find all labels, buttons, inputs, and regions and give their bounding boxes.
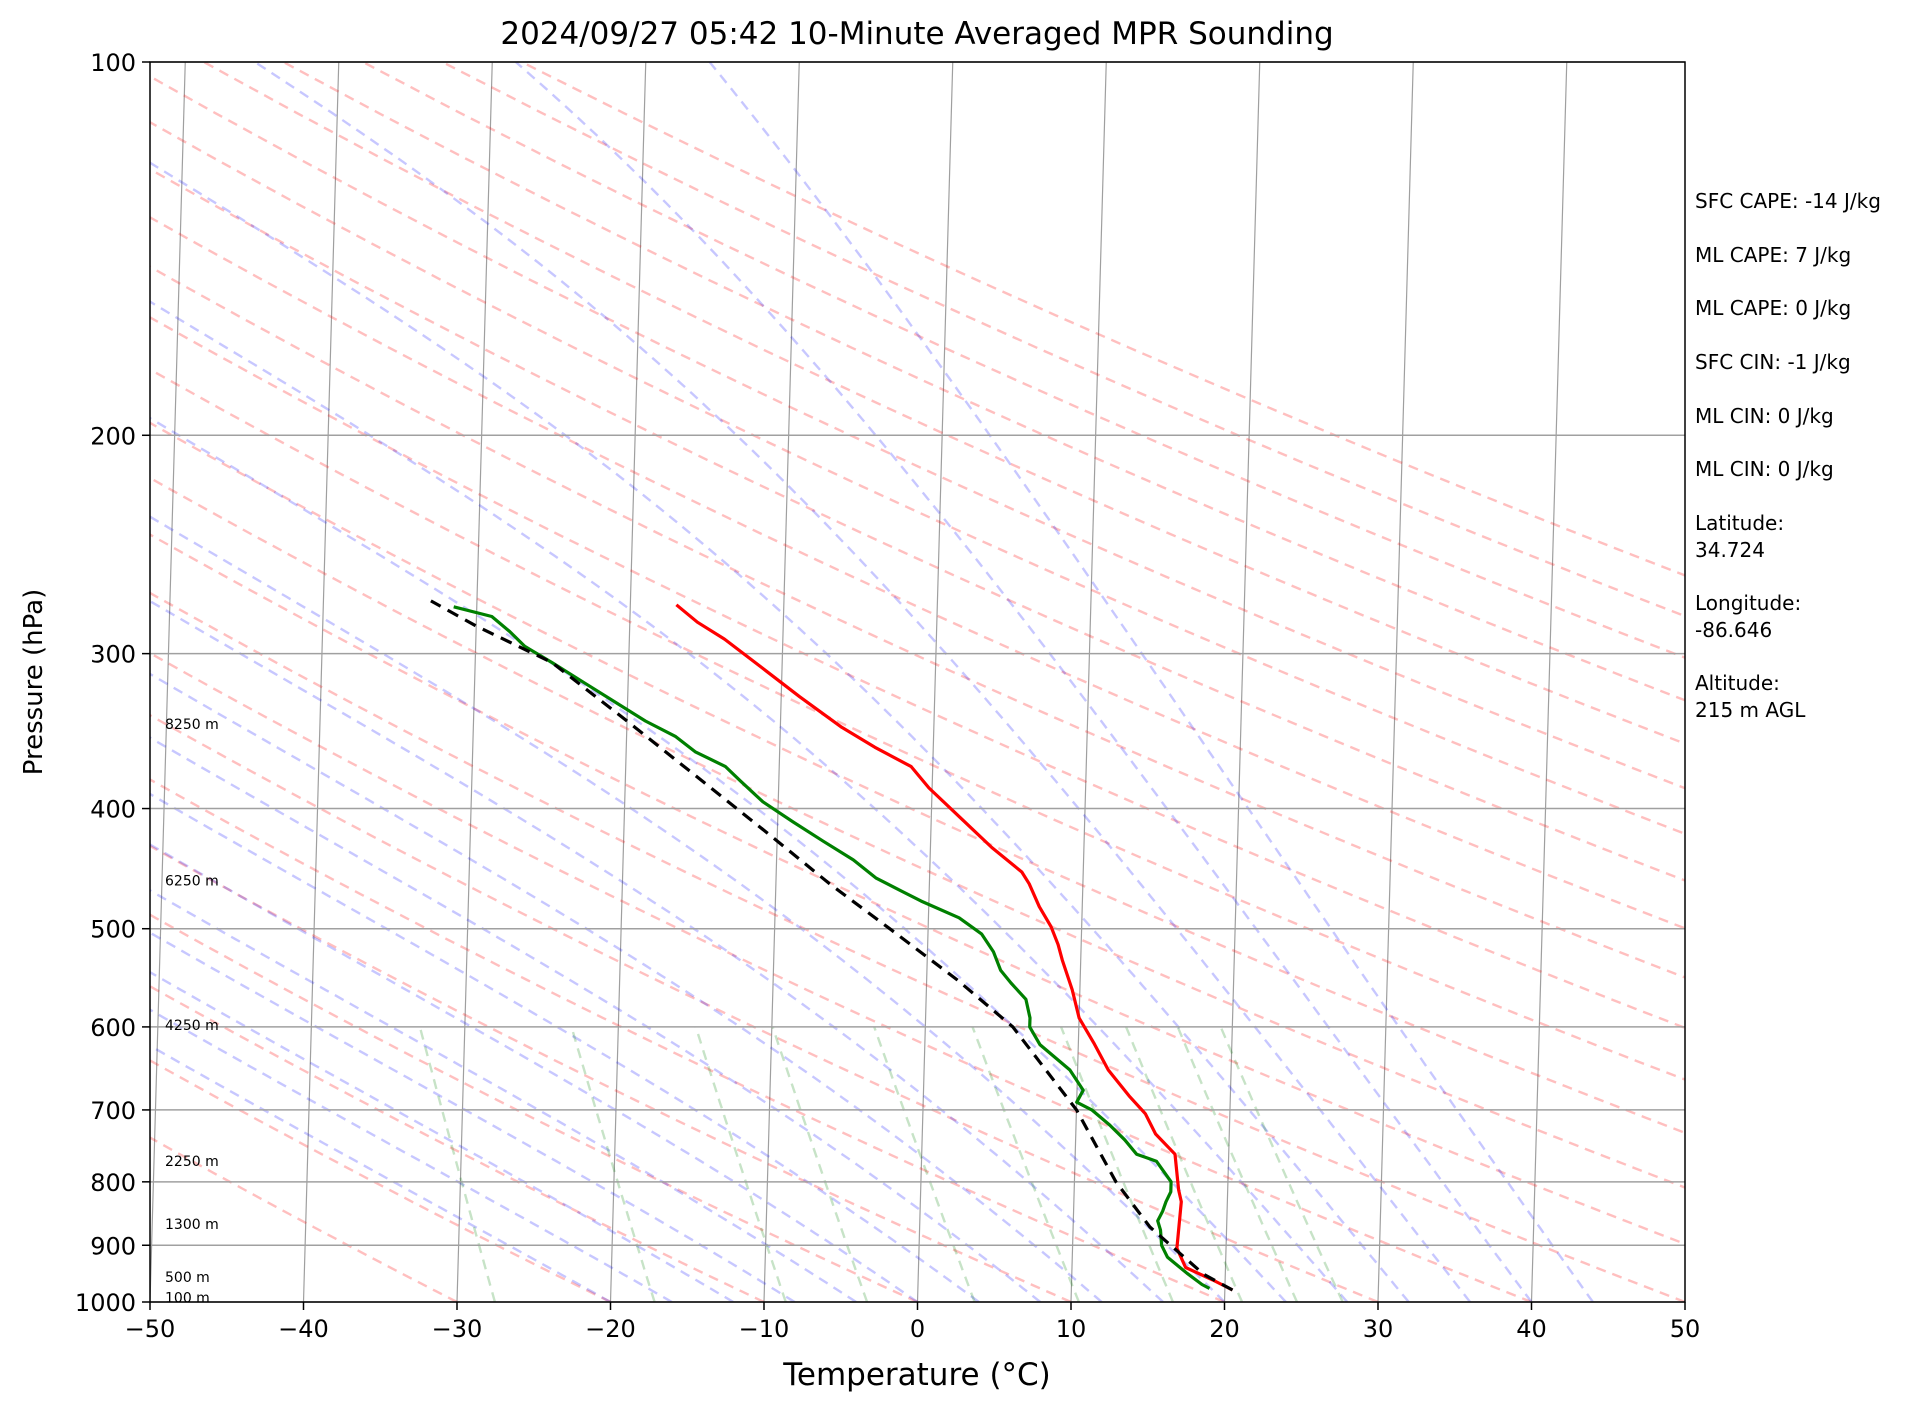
background-lines bbox=[150, 62, 1685, 1302]
x-tick-label: 0 bbox=[910, 1315, 925, 1343]
isotherm-line bbox=[916, 62, 954, 1302]
moist-adiabat-line bbox=[708, 62, 1594, 1302]
dry-adiabat-line bbox=[150, 533, 1685, 1246]
dry-adiabat-line bbox=[441, 62, 1685, 618]
height-label: 6250 m bbox=[165, 873, 219, 889]
y-axis: 1000 900 800 700 600 500 400 300 200 100 bbox=[75, 49, 150, 1317]
ml-cape-text-2: ML CAPE: 0 J/kg bbox=[1695, 296, 1852, 320]
ml-cin-text-2: ML CIN: 0 J/kg bbox=[1695, 457, 1834, 481]
isotherm-line bbox=[1070, 62, 1107, 1302]
isotherm-line bbox=[150, 62, 186, 1302]
x-axis: −50 −40 −30 −20 −10 0 10 20 30 40 50 bbox=[125, 1302, 1701, 1343]
dry-adiabat-line bbox=[150, 913, 918, 1302]
moist-adiabat-line bbox=[254, 62, 1472, 1302]
chart-title: 2024/09/27 05:42 10-Minute Averaged MPR … bbox=[500, 16, 1333, 52]
moist-adiabat-line bbox=[150, 1008, 673, 1302]
isotherm-line bbox=[1530, 62, 1568, 1302]
x-axis-label: Temperature (°C) bbox=[782, 1357, 1051, 1393]
x-tick-label: −30 bbox=[432, 1315, 483, 1343]
height-label: 1300 m bbox=[165, 1217, 219, 1233]
y-tick-label: 1000 bbox=[75, 1289, 136, 1317]
y-tick-label: 900 bbox=[90, 1232, 136, 1260]
dry-adiabat-line bbox=[150, 844, 1072, 1302]
y-tick-label: 400 bbox=[90, 796, 136, 824]
height-label: 8250 m bbox=[165, 717, 219, 733]
altitude-label: Altitude: bbox=[1695, 671, 1780, 695]
isotherm-line bbox=[1223, 62, 1261, 1302]
moist-adiabat-line bbox=[150, 672, 1103, 1302]
moist-adiabat-line bbox=[150, 515, 1226, 1302]
moist-adiabat-line bbox=[515, 62, 1533, 1302]
dry-adiabat-line bbox=[150, 476, 1685, 1189]
height-label: 100 m bbox=[165, 1291, 210, 1307]
height-labels: 100 m 500 m 1300 m 2250 m 4250 m 6250 m 8250 m bbox=[165, 717, 219, 1306]
mixing-ratio-line bbox=[1219, 1026, 1344, 1302]
moist-adiabat-line bbox=[150, 416, 1287, 1302]
mixing-ratio-line bbox=[1176, 1026, 1299, 1302]
x-tick-label: −50 bbox=[125, 1315, 176, 1343]
moist-adiabat-line bbox=[150, 736, 1042, 1302]
moist-adiabat-line bbox=[150, 888, 857, 1302]
dry-adiabat-line bbox=[521, 62, 1685, 577]
x-tick-label: 20 bbox=[1209, 1315, 1240, 1343]
dry-adiabat-line bbox=[150, 713, 1379, 1302]
moist-adiabat-line bbox=[150, 300, 1349, 1302]
y-tick-label: 100 bbox=[90, 49, 136, 77]
mixing-ratio-line bbox=[1124, 1026, 1244, 1302]
moist-adiabat-line bbox=[150, 792, 980, 1302]
longitude-value: -86.646 bbox=[1695, 618, 1773, 642]
mixing-ratio-line bbox=[971, 1026, 1081, 1302]
latitude-value: 34.724 bbox=[1695, 538, 1765, 562]
dry-adiabat-line bbox=[150, 1136, 458, 1302]
dry-adiabat-line bbox=[150, 778, 1225, 1302]
isotherm-line bbox=[456, 62, 493, 1302]
isotherm-line bbox=[302, 62, 340, 1302]
dry-adiabat-line bbox=[150, 75, 1685, 790]
x-tick-label: 10 bbox=[1056, 1315, 1087, 1343]
height-label: 2250 m bbox=[165, 1154, 219, 1170]
profile-series-1 bbox=[453, 605, 1211, 1290]
dry-adiabat-line bbox=[150, 1059, 612, 1302]
profiles bbox=[430, 599, 1234, 1292]
height-label: 500 m bbox=[165, 1270, 210, 1286]
moist-adiabat-line bbox=[150, 970, 734, 1302]
dry-adiabat-line bbox=[150, 421, 1685, 1135]
moist-adiabat-line bbox=[150, 843, 919, 1302]
y-tick-label: 700 bbox=[90, 1097, 136, 1125]
dry-adiabat-line bbox=[150, 367, 1685, 1081]
dry-adiabat-line bbox=[150, 215, 1685, 930]
dry-adiabat-line bbox=[150, 316, 1685, 1030]
x-tick-label: −20 bbox=[585, 1315, 636, 1343]
isotherm-line bbox=[609, 62, 647, 1302]
y-tick-label: 600 bbox=[90, 1014, 136, 1042]
x-tick-label: −10 bbox=[739, 1315, 790, 1343]
profile-series-0 bbox=[675, 603, 1234, 1292]
latitude-label: Latitude: bbox=[1695, 511, 1785, 535]
x-tick-label: 30 bbox=[1363, 1315, 1394, 1343]
dry-adiabat-line bbox=[150, 591, 1685, 1302]
height-label: 4250 m bbox=[165, 1018, 219, 1034]
isotherm-line bbox=[1377, 62, 1414, 1302]
y-tick-label: 200 bbox=[90, 422, 136, 450]
profile-series-2 bbox=[430, 599, 1234, 1292]
x-tick-label: 50 bbox=[1670, 1315, 1701, 1343]
dry-adiabat-line bbox=[203, 62, 1685, 745]
ml-cin-text: ML CIN: 0 J/kg bbox=[1695, 404, 1834, 428]
y-tick-label: 800 bbox=[90, 1169, 136, 1197]
mixing-ratio-line bbox=[1059, 1026, 1175, 1302]
x-tick-label: 40 bbox=[1516, 1315, 1547, 1343]
y-tick-label: 300 bbox=[90, 641, 136, 669]
sfc-cin-text: SFC CIN: -1 J/kg bbox=[1695, 350, 1851, 374]
sfc-cape-text: SFC CAPE: -14 J/kg bbox=[1695, 189, 1881, 213]
x-tick-label: −40 bbox=[278, 1315, 329, 1343]
y-tick-label: 500 bbox=[90, 916, 136, 944]
longitude-label: Longitude: bbox=[1695, 591, 1802, 615]
altitude-value: 215 m AGL bbox=[1695, 698, 1806, 722]
dry-adiabat-line bbox=[150, 120, 1685, 836]
ml-cape-text: ML CAPE: 7 J/kg bbox=[1695, 243, 1852, 267]
moist-adiabat-line bbox=[150, 931, 796, 1302]
dry-adiabat-line bbox=[150, 265, 1685, 979]
y-axis-label: Pressure (hPa) bbox=[19, 589, 49, 776]
